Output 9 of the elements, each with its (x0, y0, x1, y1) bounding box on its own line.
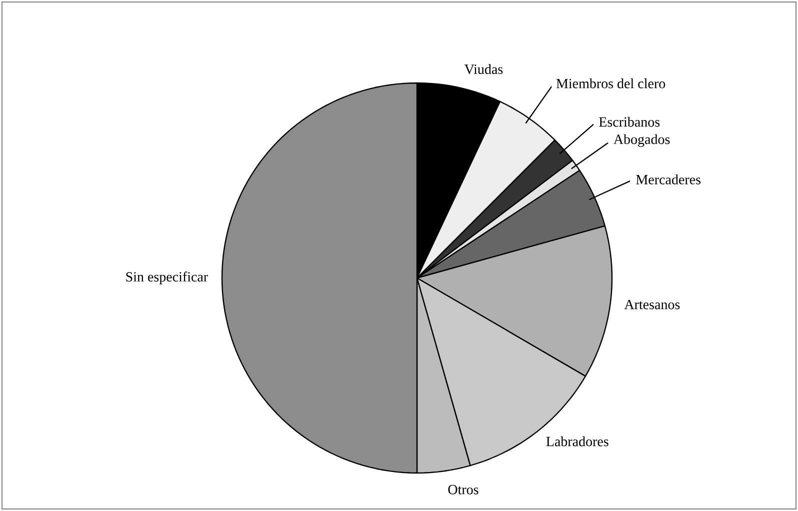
slice-label: Mercaderes (636, 174, 700, 184)
slice-label: Escribanos (599, 116, 660, 127)
slice-label: Miembros del clero (556, 78, 666, 88)
slice-label: Otros (448, 484, 478, 494)
slice-label: Sin especificar (126, 272, 208, 284)
slice-label: Abogados (614, 134, 670, 147)
slice-label: Artesanos (624, 300, 680, 310)
slice-label: Viudas (464, 64, 503, 74)
slice-label: Labradores (546, 436, 608, 446)
